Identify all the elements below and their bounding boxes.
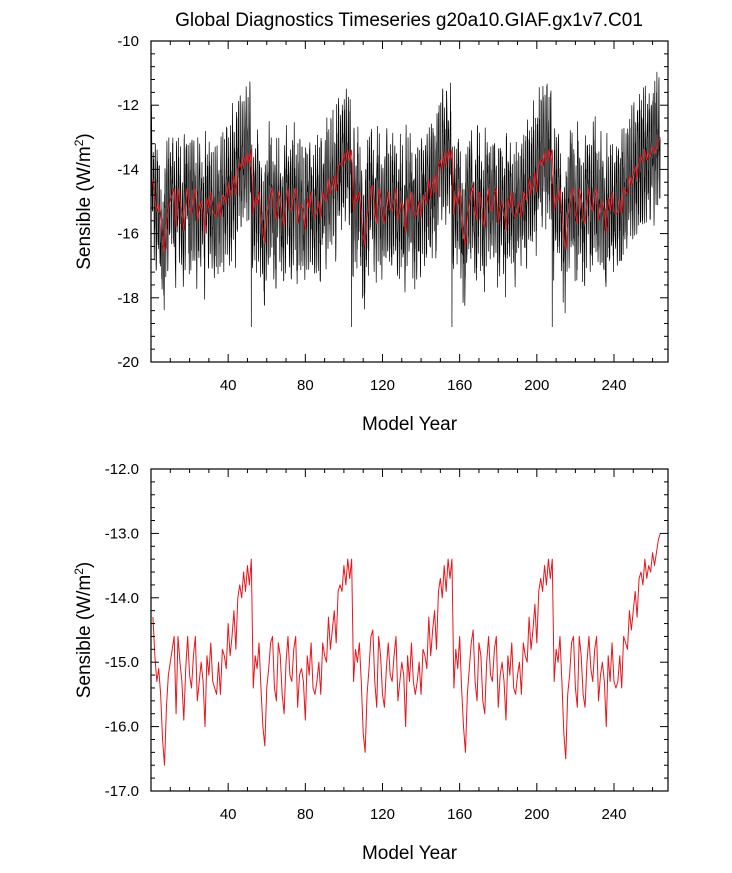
x-tick-label: 240	[601, 377, 626, 394]
x-tick-label: 80	[297, 806, 314, 823]
x-tick-label: 240	[601, 806, 626, 823]
x-axis-label: Model Year	[362, 414, 458, 435]
x-tick-label: 120	[370, 806, 395, 823]
y-tick-label: -13.0	[105, 525, 139, 542]
x-tick-label: 40	[220, 806, 237, 823]
plot-area	[151, 71, 661, 328]
series-line-monthly	[151, 71, 661, 328]
y-tick-label: -16.0	[105, 719, 139, 736]
plot-area	[152, 533, 661, 766]
y-tick-label: -17.0	[105, 783, 139, 800]
y-tick-label: -14.0	[105, 590, 139, 607]
y-tick-label: -12.0	[105, 461, 139, 478]
x-tick-label: 160	[447, 806, 472, 823]
x-tick-label: 40	[220, 377, 237, 394]
y-tick-label: -16	[117, 226, 139, 243]
y-tick-label: -12	[117, 97, 139, 114]
figure-title: Global Diagnostics Timeseries g20a10.GIA…	[175, 10, 643, 31]
bottom-panel-annual: 40 80 120 160 200 240 -17.0 -16.0 -15.0 -14.0 -13.…	[72, 461, 669, 864]
y-tick-label: -15.0	[105, 654, 139, 671]
x-tick-label: 80	[297, 377, 314, 394]
y-axis-label: Sensible (W/m2)	[72, 562, 95, 699]
x-tick-label: 200	[524, 806, 549, 823]
series-line-annual	[152, 533, 661, 766]
y-tick-label: -18	[117, 290, 139, 307]
series-line-annual	[152, 137, 661, 254]
y-tick-label: -14	[117, 161, 139, 178]
y-tick-label: -10	[117, 33, 139, 50]
plot-frame	[150, 40, 669, 363]
top-panel-monthly: 40 80 120 160 200 240 -20 -18 -16 -14 -12 -10 Model …	[72, 33, 669, 435]
plot-frame	[150, 468, 669, 792]
x-tick-label: 200	[524, 377, 549, 394]
x-axis-label: Model Year	[362, 843, 458, 864]
y-axis-label: Sensible (W/m2)	[72, 133, 95, 270]
x-tick-label: 160	[447, 377, 472, 394]
y-tick-label: -20	[117, 354, 139, 371]
x-tick-label: 120	[370, 377, 395, 394]
